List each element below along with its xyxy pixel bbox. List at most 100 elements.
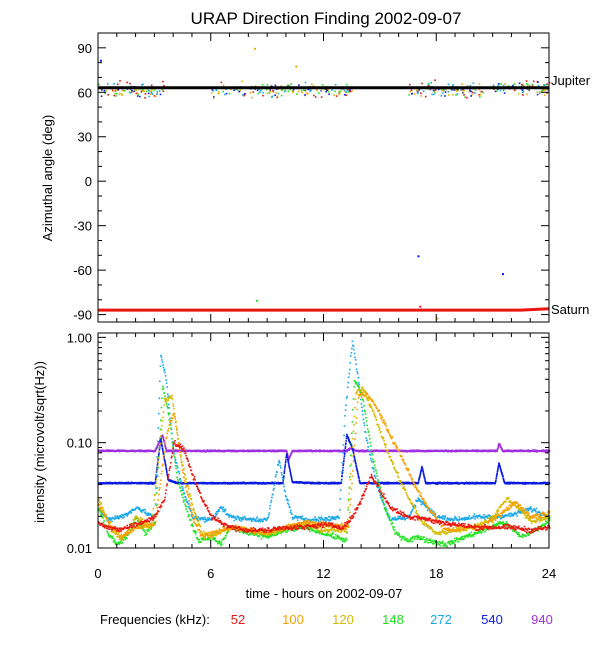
azimuth-point <box>338 93 340 96</box>
intensity-point-272 <box>267 516 269 518</box>
intensity-point-272 <box>230 515 233 517</box>
azimuth-point <box>452 84 454 86</box>
azimuth-point <box>451 88 453 91</box>
azimuth-point <box>334 83 337 86</box>
azimuth-point <box>304 81 307 84</box>
intensity-point-540 <box>290 473 292 476</box>
intensity-point-540 <box>344 443 347 446</box>
intensity-point-272 <box>206 517 209 520</box>
azimuth-point <box>441 92 444 94</box>
azimuth-point <box>260 89 262 92</box>
intensity-point-272 <box>300 517 302 519</box>
intensity-point-540 <box>342 460 345 463</box>
azimuth-point <box>456 93 459 95</box>
azimuth-point <box>452 93 454 96</box>
intensity-point-540 <box>343 455 346 457</box>
intensity-point-272 <box>125 514 128 516</box>
azimuth-point <box>153 95 156 97</box>
azimuth-point <box>218 91 220 93</box>
intensity-point-540 <box>509 483 511 485</box>
intensity-point-272 <box>268 512 271 514</box>
azimuth-point <box>433 90 435 93</box>
intensity-panel: 1.000.100.01 intensity (microvolt/sqrt(H… <box>32 330 551 556</box>
intensity-point-272 <box>257 520 259 523</box>
azimuth-point <box>468 90 470 93</box>
intensity-point-272 <box>287 503 290 506</box>
intensity-point-272 <box>241 516 244 519</box>
intensity-point-540 <box>289 472 292 475</box>
intensity-point-272 <box>256 519 259 522</box>
intensity-point-540 <box>160 439 162 441</box>
intensity-point-272 <box>227 514 229 517</box>
intensity-point-540 <box>284 460 287 463</box>
intensity-point-272 <box>290 509 292 512</box>
intensity-point-272 <box>281 476 284 479</box>
intensity-point-272 <box>222 506 225 509</box>
azimuth-point <box>159 93 162 96</box>
azimuth-point <box>408 94 410 96</box>
azimuth-point <box>251 96 253 99</box>
azimuth-point <box>410 89 413 91</box>
azimuth-point <box>460 89 462 91</box>
azimuth-point <box>527 84 529 86</box>
azimuth-point <box>270 85 273 87</box>
azimuth-point <box>162 90 165 92</box>
intensity-point-272 <box>208 517 211 519</box>
intensity-point-272 <box>196 518 198 520</box>
intensity-point-272 <box>189 507 191 510</box>
azimuth-point <box>270 96 273 98</box>
azimuth-point <box>121 89 124 92</box>
intensity-point-540 <box>500 469 502 471</box>
intensity-point-540 <box>162 453 165 456</box>
intensity-point-272 <box>273 484 276 486</box>
azimuth-point <box>463 89 465 92</box>
azimuth-point <box>481 90 483 93</box>
intensity-point-540 <box>161 448 164 450</box>
azimuth-point <box>526 83 528 85</box>
intensity-point-272 <box>143 511 146 514</box>
intensity-point-272 <box>303 518 305 520</box>
azimuth-point <box>545 84 547 86</box>
intensity-point-272 <box>99 508 101 510</box>
azimuth-point <box>478 94 480 96</box>
intensity-point-272 <box>143 508 145 511</box>
intensity-point-540 <box>166 475 169 477</box>
azimuth-point <box>500 83 502 85</box>
intensity-point-272 <box>219 507 222 509</box>
intensity-point-540 <box>358 477 360 479</box>
intensity-point-540 <box>352 451 355 454</box>
intensity-point-540 <box>304 482 306 485</box>
intensity-point-272 <box>167 395 170 397</box>
intensity-point-272 <box>223 508 225 511</box>
azimuth-point <box>413 93 416 95</box>
intensity-point-540 <box>282 476 285 478</box>
intensity-point-272 <box>224 508 227 511</box>
intensity-point-540 <box>418 479 420 482</box>
azimuth-point <box>274 94 276 96</box>
azimuth-point <box>461 83 463 85</box>
azimuth-point <box>498 83 500 85</box>
intensity-point-272 <box>253 518 255 521</box>
intensity-point-540 <box>419 472 422 474</box>
intensity-point-540 <box>342 464 344 467</box>
intensity-point-540 <box>343 453 346 456</box>
azimuth-point <box>462 92 465 94</box>
intensity-point-540 <box>166 471 168 473</box>
azimuth-point <box>452 85 454 87</box>
azimuth-point <box>276 95 279 98</box>
intensity-point-540 <box>500 470 503 472</box>
azimuth-point <box>496 90 498 92</box>
azimuth-point <box>301 91 303 94</box>
intensity-point-940 <box>428 449 431 452</box>
intensity-point-540 <box>496 472 499 474</box>
azimuth-point <box>113 83 115 85</box>
intensity-point-272 <box>291 513 293 516</box>
intensity-point-540 <box>349 441 351 443</box>
intensity-point-540 <box>340 482 342 484</box>
azimuth-point <box>129 82 131 85</box>
azimuth-point <box>470 90 472 93</box>
intensity-point-272 <box>282 478 284 481</box>
intensity-point-540 <box>358 476 360 478</box>
azimuth-point <box>428 84 430 86</box>
